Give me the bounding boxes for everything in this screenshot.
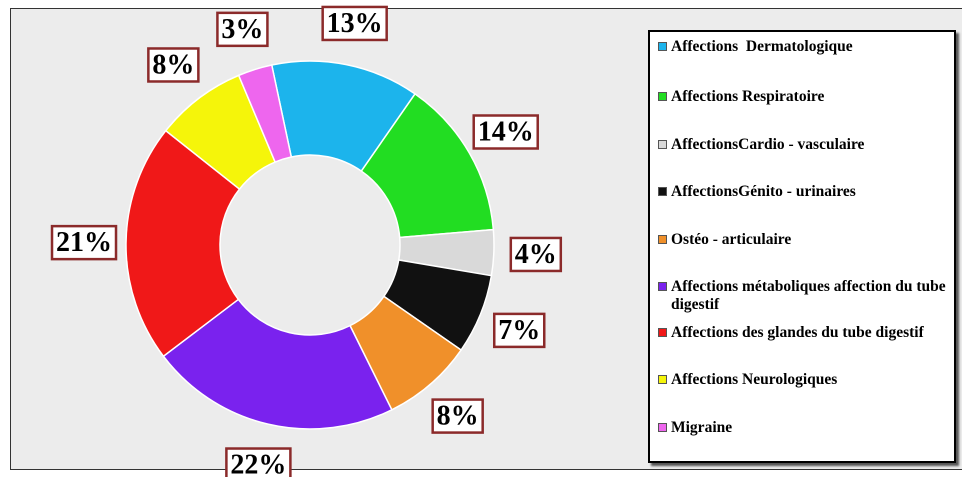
data-label: 4% — [515, 239, 557, 270]
donut-slice — [162, 298, 393, 430]
legend-marker — [658, 375, 667, 384]
label-box — [492, 312, 546, 349]
label-box — [431, 398, 484, 434]
legend-item: AffectionsCardio - vasculaire — [658, 136, 963, 154]
legend-marker — [658, 42, 667, 51]
legend-marker — [658, 423, 667, 432]
donut-slice — [125, 129, 241, 358]
data-label: 13% — [327, 8, 383, 39]
donut-slice — [237, 64, 293, 164]
data-label-box: 8% — [147, 47, 200, 83]
label-box — [147, 47, 200, 83]
legend-label: Affections des glandes du tube digestif — [671, 324, 924, 341]
legend-label: AffectionsGénito - urinaires — [671, 183, 856, 200]
label-box — [216, 11, 269, 48]
label-box — [225, 447, 292, 477]
data-label: 8% — [437, 401, 479, 432]
data-label-box: 22% — [225, 447, 292, 477]
legend-item: Ostéo - articulaire — [658, 231, 963, 249]
label-box — [50, 224, 118, 261]
legend-marker — [658, 235, 667, 244]
data-label-box: 4% — [509, 236, 563, 273]
legend-label: Migraine — [671, 419, 733, 436]
legend-marker — [658, 92, 667, 101]
legend-item: Affections des glandes du tube digestif — [658, 324, 963, 342]
legend-label: Ostéo - articulaire — [671, 231, 792, 248]
data-label: 3% — [221, 14, 263, 45]
data-label-box: 3% — [216, 11, 269, 48]
legend-label: AffectionsCardio - vasculaire — [671, 136, 865, 153]
data-label-box: 8% — [431, 398, 484, 434]
legend-marker — [658, 328, 667, 337]
label-box — [509, 236, 563, 273]
legend-label: Affections métaboliques affection du tub… — [671, 278, 950, 313]
label-box — [472, 114, 539, 150]
legend-item: Affections métaboliques affection du tub… — [658, 278, 963, 314]
legend-item: AffectionsGénito - urinaires — [658, 183, 963, 201]
legend-label: Affections Respiratoire — [671, 88, 825, 105]
legend-label: Affections Neurologiques — [671, 371, 838, 388]
legend-marker — [658, 187, 667, 196]
legend-item: Affections Respiratoire — [658, 88, 963, 106]
data-label: 14% — [478, 117, 534, 148]
legend-marker — [658, 140, 667, 149]
legend-item: Affections Dermatologique — [658, 38, 963, 56]
data-label: 8% — [152, 49, 194, 80]
label-box — [321, 5, 388, 42]
legend: Affections Dermatologique Affections Resp… — [648, 30, 956, 463]
legend-item: Affections Neurologiques — [658, 371, 963, 389]
data-label: 21% — [56, 227, 112, 258]
legend-label: Affections Dermatologique — [671, 38, 853, 55]
data-label-box: 13% — [321, 5, 388, 42]
data-label-box: 14% — [472, 114, 539, 150]
data-label: 22% — [230, 450, 286, 477]
legend-item: Migraine — [658, 419, 963, 437]
data-label-box: 7% — [492, 312, 546, 349]
data-label-box: 21% — [50, 224, 118, 261]
legend-marker — [658, 282, 667, 291]
data-label: 7% — [498, 315, 540, 346]
